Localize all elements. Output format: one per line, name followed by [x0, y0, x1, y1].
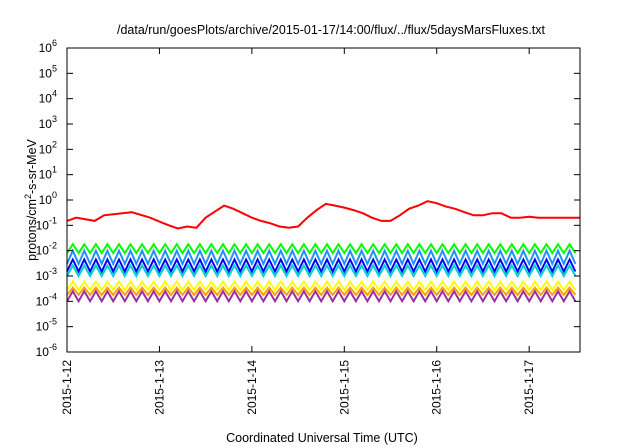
series-line-4 [66, 263, 577, 279]
y-axis: 10-6 10-5 10-4 10-3 10-2 10-1 100 101 102 103 104 1… [36, 38, 580, 359]
y-axis-label: protons/cm2-s-sr-MeV [23, 138, 39, 260]
series-line-1 [66, 242, 577, 255]
y-tick-label: 10-1 [36, 215, 57, 232]
y-tick-label: 10-6 [36, 342, 57, 359]
y-tick-label: 104 [39, 89, 57, 106]
x-tick-label: 2015-1-15 [337, 360, 351, 415]
plot-frame [66, 47, 581, 353]
y-tick-label: 10-5 [36, 317, 57, 334]
svg-text:protons/cm2-s-sr-MeV: protons/cm2-s-sr-MeV [23, 138, 39, 260]
x-tick-label: 2015-1-16 [430, 360, 444, 415]
y-tick-label: 103 [39, 114, 57, 131]
y-tick-label: 10-2 [36, 241, 57, 258]
y-tick-label: 101 [39, 165, 57, 182]
x-axis-label: Coordinated Universal Time (UTC) [226, 431, 418, 445]
series-line-5 [66, 279, 577, 292]
y-tick-label: 10-4 [36, 291, 57, 308]
series-layer [66, 200, 580, 304]
series-line-0 [66, 200, 580, 230]
x-tick-label: 2015-1-17 [522, 360, 536, 415]
x-axis: 2015-1-12 2015-1-13 2015-1-14 2015-1-15 2015… [60, 48, 536, 415]
y-tick-label: 106 [39, 38, 57, 55]
series-line-2 [66, 248, 577, 267]
chart-title: /data/run/goesPlots/archive/2015-01-17/1… [117, 23, 546, 37]
x-tick-label: 2015-1-14 [245, 360, 259, 415]
y-tick-label: 10-3 [36, 266, 57, 283]
y-tick-label: 102 [39, 139, 57, 156]
series-line-7 [66, 289, 577, 304]
y-tick-label: 105 [39, 63, 57, 80]
series-line-6 [66, 285, 577, 297]
x-tick-label: 2015-1-13 [152, 360, 166, 415]
series-line-3 [66, 257, 577, 274]
x-tick-label: 2015-1-12 [60, 360, 74, 415]
y-tick-label: 100 [39, 190, 57, 207]
